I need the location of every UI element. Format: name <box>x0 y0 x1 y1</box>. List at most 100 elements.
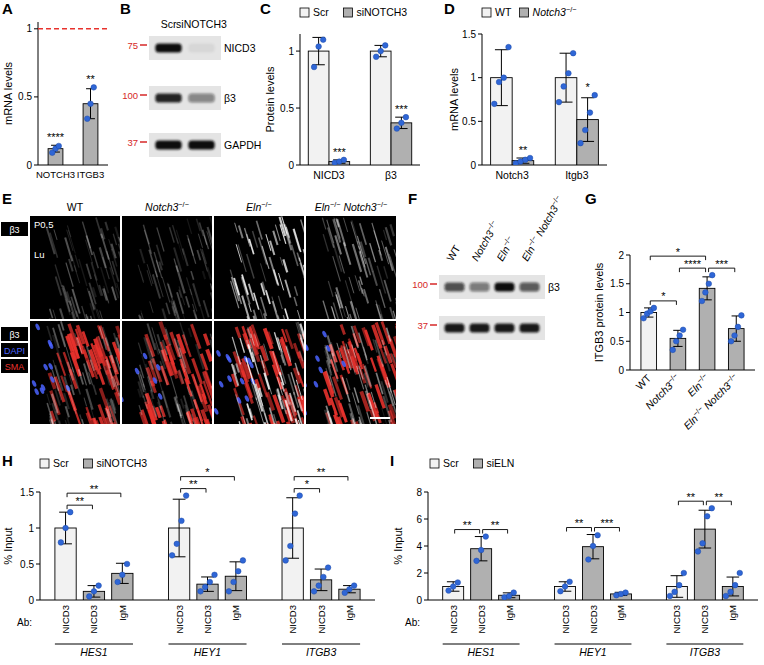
text-part: NICD3 <box>699 605 710 634</box>
nucleus <box>34 388 40 396</box>
significance: ** <box>90 483 99 495</box>
beta3-signal <box>281 382 284 391</box>
text-part: 0.5 <box>462 116 476 127</box>
text-part: H <box>2 452 13 469</box>
significance: ** <box>575 517 584 529</box>
beta3-signal <box>101 228 104 239</box>
microscopy: EWTNotch3−/−Eln−/−Eln−/− Notch3−/−β3P0.5… <box>0 190 410 449</box>
data-point <box>311 64 317 70</box>
x-tick-label: NICD3 <box>88 605 99 634</box>
beta3-signal <box>186 410 194 424</box>
text-part: NICD3 <box>476 605 487 634</box>
text-part: Notch3 <box>469 228 496 263</box>
beta3-signal <box>47 326 52 341</box>
data-point <box>483 534 489 540</box>
text-part: Notch3 <box>533 6 566 18</box>
data-point <box>728 589 734 595</box>
panel-letter: G <box>585 190 597 207</box>
beta3-signal <box>171 422 175 424</box>
data-point <box>511 590 517 596</box>
beta3-signal <box>384 352 390 371</box>
mw-marker: 100 <box>412 279 428 290</box>
beta3-signal <box>285 280 290 298</box>
beta3-signal <box>350 314 354 319</box>
y-tick-label: 0 <box>416 595 422 606</box>
data-point <box>58 540 64 546</box>
beta3-signal <box>68 230 75 253</box>
data-point <box>297 493 303 499</box>
significance: * <box>205 466 210 478</box>
beta3-signal <box>193 310 201 319</box>
sma-fiber <box>382 321 390 343</box>
beta3-signal <box>264 373 269 390</box>
legend-swatch <box>430 459 439 468</box>
beta3-signal <box>195 420 200 424</box>
beta3-signal <box>107 359 115 386</box>
text-part: G <box>585 190 597 207</box>
beta3-signal <box>333 256 341 281</box>
text-part: 1 <box>288 46 294 57</box>
text-part: Scr <box>161 18 177 30</box>
data-point <box>88 101 94 107</box>
sma-fiber <box>183 335 191 357</box>
beta3-signal <box>50 318 57 319</box>
blot-band <box>520 324 540 333</box>
beta3-signal <box>290 402 294 416</box>
micrograph <box>214 321 304 424</box>
significance: ** <box>463 519 472 531</box>
nucleus <box>314 355 320 363</box>
nucleus <box>215 349 221 357</box>
channel-box <box>1 327 28 341</box>
beta3-signal <box>106 338 114 363</box>
blot-band <box>155 141 181 150</box>
panel-letter: A <box>2 0 13 17</box>
data-point <box>399 120 405 126</box>
error-bar <box>699 510 712 548</box>
western-blot: BScrsiNOTCH375NICD3100β337GAPDH <box>120 0 261 157</box>
data-point <box>288 543 294 549</box>
sma-fiber <box>338 417 343 424</box>
beta3-signal <box>277 389 283 409</box>
image-background <box>214 321 304 424</box>
beta3-signal <box>62 285 70 312</box>
beta3-signal <box>180 322 185 339</box>
data-point <box>681 570 687 576</box>
beta3-signal <box>196 219 200 231</box>
nucleus <box>226 375 232 383</box>
beta3-signal <box>113 234 116 245</box>
text-part: **** <box>47 131 65 143</box>
beta3-signal <box>87 361 90 372</box>
x-tick-label: NICD3 <box>287 605 298 634</box>
beta3-signal <box>259 238 267 265</box>
legend-swatch <box>482 8 491 17</box>
beta3-signal <box>295 419 301 424</box>
beta3-signal <box>260 355 264 368</box>
y-tick <box>478 34 482 35</box>
beta3-signal <box>210 217 212 231</box>
data-point <box>91 589 97 595</box>
beta3-signal <box>243 415 246 424</box>
x-tick-label: IgM <box>117 605 128 621</box>
data-point <box>699 298 705 304</box>
y-tick <box>626 312 630 313</box>
beta3-signal <box>165 327 167 335</box>
panel-letter: E <box>2 190 12 207</box>
text-part: IgM <box>615 605 626 621</box>
bar <box>197 584 218 600</box>
beta3-signal <box>70 301 77 319</box>
beta3-signal <box>351 221 358 244</box>
beta3-signal <box>150 301 153 312</box>
beta3-signal <box>281 355 283 363</box>
sma-fiber <box>98 369 103 385</box>
reference-line <box>38 28 108 30</box>
y-tick-label: 0 <box>618 365 624 376</box>
beta3-signal <box>72 255 77 271</box>
beta3-signal <box>351 301 359 319</box>
chart-panel: H% Input00.511.5NICD3NICD3IgMNICD3NICD3I… <box>2 452 375 658</box>
sma-fiber <box>250 423 259 424</box>
beta3-signal <box>249 304 251 312</box>
y-tick <box>34 28 38 29</box>
data-point <box>84 116 90 122</box>
sma-fiber <box>204 419 212 424</box>
nucleus <box>239 377 245 385</box>
